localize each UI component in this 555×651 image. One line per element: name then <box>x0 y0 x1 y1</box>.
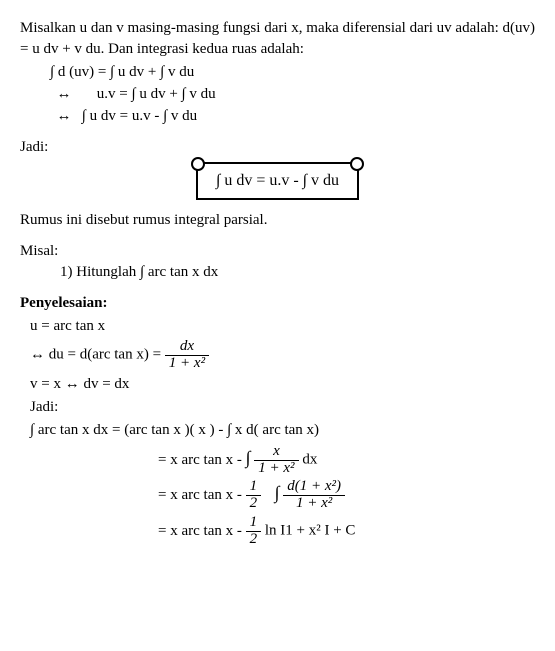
intro-eq-2: ↔ u.v = ∫ u dv + ∫ v du <box>50 84 535 105</box>
frac-den: 1 + x² <box>283 496 345 512</box>
frac-num: dx <box>165 339 209 356</box>
sol-aligned-block: = x arc tan x - ∫ x 1 + x² dx = x arc ta… <box>158 444 535 548</box>
jadi-section: Jadi: ∫ u dv = u.v - ∫ v du <box>20 137 535 200</box>
rumus-note: Rumus ini disebut rumus integral parsial… <box>20 210 535 231</box>
sol-step-4: = x arc tan x - 1 2 ln Ι1 + x² Ι + C <box>158 515 535 548</box>
sol-u-line: u = arc tan x <box>30 316 535 337</box>
sol-step-3: = x arc tan x - 1 2 ∫ d(1 + x²) 1 + x² <box>158 479 535 512</box>
intro-eq-1: ∫ d (uv) = ∫ u dv + ∫ v du <box>50 62 535 83</box>
misal-label: Misal: <box>20 241 535 262</box>
frac-num: 1 <box>246 515 262 532</box>
frac-den: 1 + x² <box>165 356 209 372</box>
half-frac: 1 2 <box>246 515 262 548</box>
sol-step-3-lhs: = x arc tan x - <box>158 485 242 506</box>
frac-den: 2 <box>246 496 262 512</box>
problem-1: 1) Hitunglah ∫ arc tan x dx <box>60 262 535 283</box>
sol-v-line: v = x ↔ dv = dx <box>30 374 535 395</box>
arrow-icon: ↔ <box>50 84 78 105</box>
frac-num: 1 <box>246 479 262 496</box>
intro-paragraph: Misalkan u dan v masing-masing fungsi da… <box>20 18 535 60</box>
frac-den: 2 <box>246 532 262 548</box>
sol-step-4-tail: ln Ι1 + x² Ι + C <box>265 523 356 539</box>
sol-step-4-lhs: = x arc tan x - <box>158 521 242 542</box>
intro-eq-3: ↔ ∫ u dv = u.v - ∫ v du <box>50 106 535 127</box>
jadi-label: Jadi: <box>20 139 48 155</box>
half-frac: 1 2 <box>246 479 262 512</box>
arrow-icon: ↔ <box>50 106 78 127</box>
intro-eq-3-body: ∫ u dv = u.v - ∫ v du <box>82 108 197 124</box>
frac-num: x <box>254 444 298 461</box>
sol-step-2-tail: dx <box>302 452 317 468</box>
sol-du-frac: dx 1 + x² <box>165 339 209 372</box>
sol-du-line: ↔ du = d(arc tan x) = dx 1 + x² <box>30 339 535 372</box>
sol-step-2-frac: x 1 + x² <box>254 444 298 477</box>
sol-du-left: ↔ du = d(arc tan x) = <box>30 347 165 363</box>
sol-step-1: ∫ arc tan x dx = (arc tan x )( x ) - ∫ x… <box>30 420 535 441</box>
sol-step-3-frac: d(1 + x²) 1 + x² <box>283 479 345 512</box>
frac-den: 1 + x² <box>254 461 298 477</box>
integral-icon: ∫ <box>246 448 251 468</box>
intro-eq-2-body: u.v = ∫ u dv + ∫ v du <box>97 86 216 102</box>
sol-step-2: = x arc tan x - ∫ x 1 + x² dx <box>158 444 535 477</box>
sol-jadi-label: Jadi: <box>30 397 535 418</box>
frac-num: d(1 + x²) <box>283 479 345 496</box>
boxed-formula-wrap: ∫ u dv = u.v - ∫ v du <box>20 162 535 200</box>
boxed-formula: ∫ u dv = u.v - ∫ v du <box>196 162 359 200</box>
integral-icon: ∫ <box>275 483 280 503</box>
solution-heading: Penyelesaian: <box>20 293 535 314</box>
sol-step-2-lhs: = x arc tan x - <box>158 450 242 471</box>
